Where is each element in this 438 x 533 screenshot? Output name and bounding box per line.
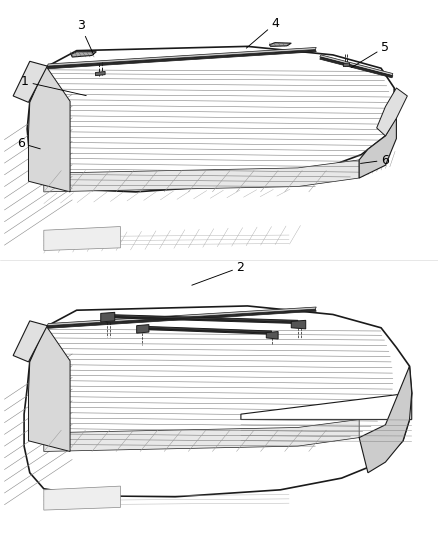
Polygon shape [28, 326, 70, 451]
Polygon shape [359, 366, 412, 473]
Polygon shape [320, 57, 393, 78]
Polygon shape [343, 63, 350, 67]
Polygon shape [137, 325, 149, 333]
Polygon shape [101, 312, 115, 322]
Polygon shape [24, 306, 412, 497]
Polygon shape [27, 46, 394, 192]
Polygon shape [266, 332, 278, 339]
Polygon shape [47, 47, 316, 66]
Polygon shape [95, 71, 105, 76]
Polygon shape [47, 307, 316, 326]
Text: 1: 1 [21, 75, 86, 95]
Text: 4: 4 [246, 17, 279, 48]
Polygon shape [44, 419, 359, 451]
Polygon shape [377, 88, 407, 136]
Text: 6: 6 [17, 136, 40, 150]
Text: 3: 3 [77, 19, 94, 55]
Polygon shape [241, 393, 412, 419]
Text: 2: 2 [192, 261, 244, 285]
Polygon shape [291, 320, 306, 329]
Polygon shape [71, 52, 96, 57]
Text: 5: 5 [352, 41, 389, 68]
Text: 6: 6 [360, 154, 389, 167]
Polygon shape [359, 117, 396, 178]
Polygon shape [44, 160, 359, 192]
Polygon shape [13, 61, 47, 102]
Polygon shape [140, 326, 272, 333]
Polygon shape [44, 227, 120, 251]
Polygon shape [105, 317, 298, 324]
Polygon shape [28, 66, 70, 192]
Polygon shape [47, 309, 316, 328]
Polygon shape [140, 328, 272, 334]
Polygon shape [269, 43, 291, 46]
Polygon shape [320, 55, 393, 76]
Polygon shape [13, 321, 47, 362]
Polygon shape [105, 314, 298, 322]
Polygon shape [44, 486, 120, 510]
Polygon shape [47, 50, 316, 69]
